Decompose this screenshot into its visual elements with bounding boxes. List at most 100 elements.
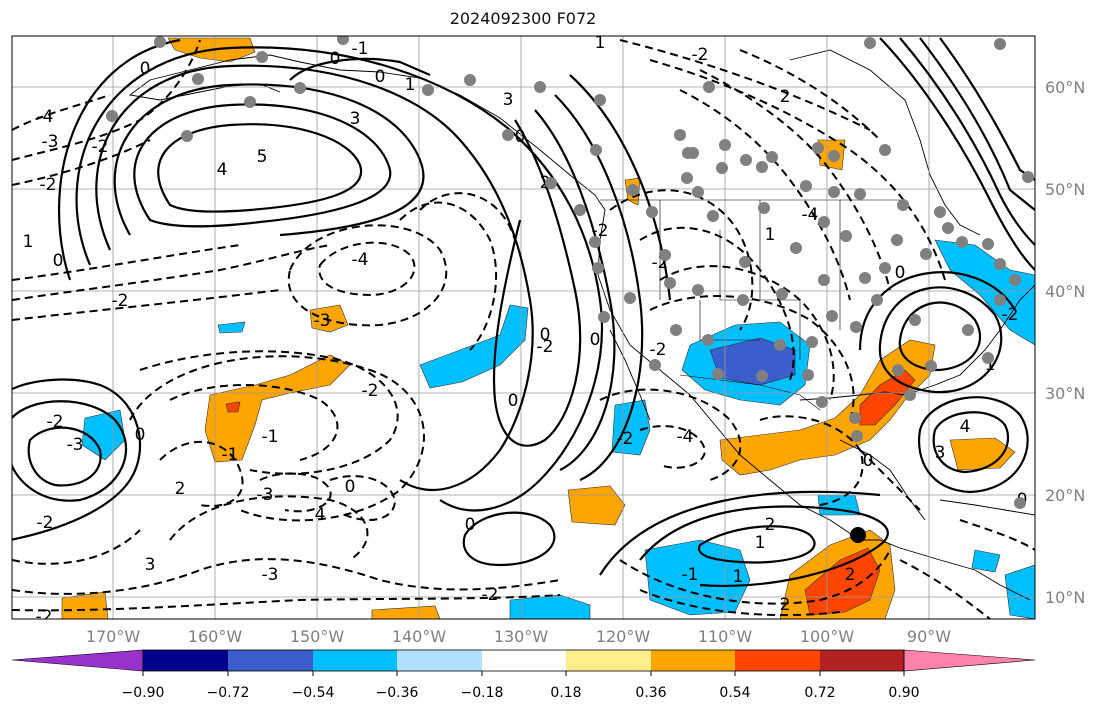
station-dot (840, 230, 852, 242)
state-border (600, 199, 900, 360)
station-dot (624, 292, 636, 304)
station-dot (649, 359, 661, 371)
station-dot (464, 74, 476, 86)
station-dot (1014, 497, 1026, 509)
solid-contour (133, 103, 392, 228)
station-dot (590, 144, 602, 156)
contour-label: -2 (47, 412, 64, 432)
shaded-region (949, 437, 1016, 471)
station-dot (756, 370, 768, 382)
contour-label-layer: -1 0 0 1 -4 -3 -2 -2 1 0 3 4 5 3 2 -2 -4… (23, 33, 1028, 619)
station-dot (244, 96, 256, 108)
contour-label: -3 (262, 565, 279, 585)
dashed-contour (169, 495, 369, 561)
solid-contour (918, 396, 1029, 494)
colorbar-segment (313, 650, 397, 671)
station-dot (659, 249, 671, 261)
solid-contour (462, 511, 556, 567)
solid-contour (939, 37, 1035, 181)
station-dot (897, 199, 909, 211)
contour-label: -2 (40, 175, 57, 195)
station-dot (854, 188, 866, 200)
station-dot (800, 180, 812, 192)
colorbar-segment (903, 649, 1036, 672)
shaded-region (611, 399, 651, 456)
station-dot (994, 294, 1006, 306)
contour-label: 4 (960, 417, 971, 437)
station-dot (1022, 171, 1034, 183)
dashed-contour (639, 425, 707, 469)
dashed-contour (599, 388, 742, 481)
station-dot (774, 339, 786, 351)
station-dot (192, 73, 204, 85)
contour-label: 0 (540, 325, 551, 345)
dashed-contour (419, 192, 516, 241)
dashed-contour (639, 226, 795, 381)
station-dot (812, 142, 824, 154)
shaded-region (567, 485, 626, 526)
station-dot (154, 36, 166, 48)
contour-label: 0 (515, 127, 526, 147)
contour-label: -2 (1002, 305, 1019, 325)
station-dot (594, 94, 606, 106)
contour-label: 1 (23, 232, 34, 252)
station-dot (681, 172, 693, 184)
colorbar-tick-label: −0.18 (461, 685, 504, 701)
contour-label: 1 (595, 33, 606, 53)
station-dot (627, 184, 639, 196)
contour-label: 3 (350, 109, 361, 129)
solid-contour (12, 400, 128, 502)
dashed-contour (619, 549, 891, 605)
colorbar-ticks (142, 671, 905, 676)
shaded-region (371, 605, 441, 619)
dashed-contour (159, 441, 244, 507)
station-dot (106, 110, 118, 122)
station-dot (859, 272, 871, 284)
station-dot (806, 336, 818, 348)
dashed-contour-layer (12, 39, 1035, 619)
dashed-contour (12, 244, 241, 281)
station-dot (422, 84, 434, 96)
station-dot (879, 144, 891, 156)
dashed-contour (12, 289, 281, 321)
colorbar-tick-label: 0.54 (719, 685, 750, 701)
contour-label: 0 (863, 451, 874, 471)
colorbar-segment (228, 650, 313, 671)
dashed-contour (12, 94, 111, 131)
lon-tick-label: 170°W (86, 627, 141, 646)
contour-label: -2 (92, 137, 109, 157)
station-dot (646, 206, 658, 218)
contour-label: 3 (503, 90, 514, 110)
contour-label: 2 (780, 595, 791, 615)
station-dot (994, 38, 1006, 50)
lon-tick-label: 140°W (392, 627, 447, 646)
contour-label: 1 (985, 355, 996, 375)
station-dot (766, 151, 778, 163)
contour-label: 0 (508, 391, 519, 411)
solid-contour (858, 271, 1016, 351)
colorbar-segment (397, 650, 482, 671)
station-dot (716, 162, 728, 174)
station-dot (879, 262, 891, 274)
colorbar: −0.90 −0.72 −0.54 −0.36 −0.18 0.18 0.36 … (11, 649, 1036, 701)
solid-contour (919, 37, 1035, 211)
solid-contour (898, 301, 982, 372)
station-dot (776, 288, 788, 300)
contour-label: 0 (140, 59, 151, 79)
solid-contour (554, 94, 644, 482)
lon-tick-label: 150°W (290, 627, 345, 646)
solid-contour (12, 378, 142, 541)
station-dot (849, 412, 861, 424)
contour-label: 0 (590, 330, 601, 350)
station-dot (598, 311, 610, 323)
colorbar-frame (142, 649, 905, 672)
dashed-contour (12, 244, 331, 301)
station-dot (737, 294, 749, 306)
latitude-axis: 60°N 50°N 40°N 30°N 20°N 10°N (1045, 78, 1085, 607)
axis-labels: 170°W 160°W 150°W 140°W 130°W 120°W 110°… (86, 78, 1086, 646)
station-dot (740, 154, 752, 166)
longitude-axis: 170°W 160°W 150°W 140°W 130°W 120°W 110°… (86, 627, 951, 646)
station-dot (818, 274, 830, 286)
contour-label: -4 (677, 427, 694, 447)
contour-label: -1 (262, 427, 279, 447)
